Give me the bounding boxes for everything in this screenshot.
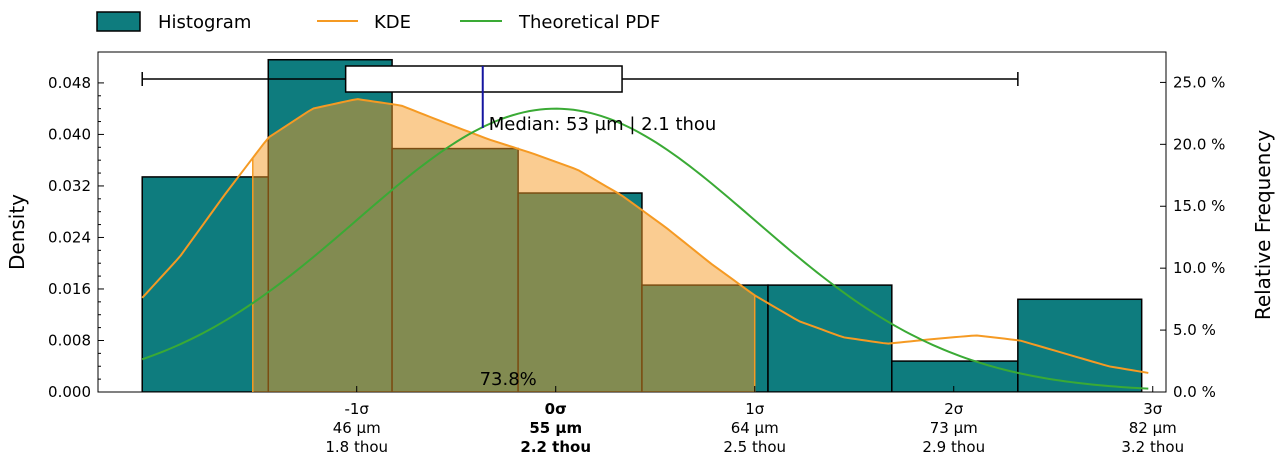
y2-tick-label: 20.0 %: [1173, 135, 1225, 153]
legend-histogram-label: Histogram: [158, 12, 251, 33]
histogram-bar: [141, 176, 270, 392]
x-tick-sigma-label: 3σ: [1143, 400, 1163, 418]
x-tick-sigma-label: 2σ: [944, 400, 964, 418]
y2-tick-label: 25.0 %: [1173, 73, 1225, 91]
legend-histogram-swatch: [96, 11, 141, 32]
y-tick-label: 0.008: [48, 331, 91, 349]
y-tick-label: 0.000: [48, 383, 91, 401]
boxplot-box: [344, 65, 623, 93]
y-tick-label: 0.024: [48, 228, 91, 246]
y-tick-label: 0.016: [48, 280, 91, 298]
y-tick-label: 0.032: [48, 177, 91, 195]
curves-layer: 73.8%: [141, 98, 1149, 390]
x-tick-sigma-label: -1σ: [344, 400, 369, 418]
y-axis-left: 0.000 0.008 0.016 0.024 0.032 0.040 0.048: [48, 74, 104, 401]
kde-shaded-area: [252, 99, 755, 392]
y2-tick-label: 0.0 %: [1173, 383, 1216, 401]
x-tick-um-label: 73 µm: [930, 419, 978, 437]
y-tick-label: 0.040: [48, 125, 91, 143]
median-label: Median: 53 µm | 2.1 thou: [489, 114, 717, 135]
y2-tick-label: 5.0 %: [1173, 321, 1216, 339]
kde-fill-layer: [252, 99, 756, 392]
y-axis-right: 0.0 % 5.0 % 10.0 % 15.0 % 20.0 % 25.0 %: [1160, 73, 1225, 401]
x-tick-thou-label: 2.5 thou: [723, 438, 786, 456]
histogram-bar: [767, 284, 893, 392]
x-tick-thou-label: 3.2 thou: [1121, 438, 1184, 456]
theoretical-pdf-line: [141, 107, 1149, 390]
x-tick-sigma-label: 0σ: [545, 400, 567, 418]
y2-tick-label: 15.0 %: [1173, 197, 1225, 215]
legend-kde-label: KDE: [374, 12, 411, 33]
x-tick-um-label: 82 µm: [1129, 419, 1177, 437]
x-tick-um-label: 46 µm: [333, 419, 381, 437]
y-axis-title: Density: [5, 194, 29, 270]
y2-tick-label: 10.0 %: [1173, 259, 1225, 277]
y2-axis-title: Relative Frequency: [1251, 130, 1275, 320]
x-tick-thou-label: 2.9 thou: [922, 438, 985, 456]
kde-line: [141, 98, 1149, 374]
legend: Histogram KDE Theoretical PDF: [96, 11, 660, 33]
x-tick-um-label: 55 µm: [529, 419, 582, 437]
boxplot: Median: 53 µm | 2.1 thou: [141, 65, 1019, 135]
x-tick-sigma-label: 1σ: [745, 400, 765, 418]
x-tick-thou-label: 1.8 thou: [325, 438, 388, 456]
y-tick-label: 0.048: [48, 74, 91, 92]
histogram-bar: [891, 360, 1019, 392]
kde-fill-percent-label: 73.8%: [480, 369, 537, 390]
x-tick-um-label: 64 µm: [731, 419, 779, 437]
legend-pdf-label: Theoretical PDF: [518, 12, 660, 33]
x-tick-thou-label: 2.2 thou: [520, 438, 591, 456]
